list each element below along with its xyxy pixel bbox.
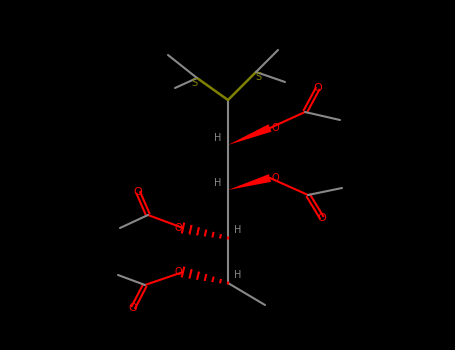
Text: O: O bbox=[271, 123, 279, 133]
Polygon shape bbox=[228, 174, 271, 190]
Text: H: H bbox=[214, 133, 222, 143]
Text: O: O bbox=[129, 303, 137, 313]
Text: O: O bbox=[313, 83, 323, 93]
Text: O: O bbox=[134, 187, 142, 197]
Text: O: O bbox=[318, 213, 326, 223]
Text: O: O bbox=[174, 267, 182, 277]
Text: S: S bbox=[255, 72, 261, 82]
Text: H: H bbox=[234, 270, 242, 280]
Text: O: O bbox=[174, 223, 182, 233]
Text: H: H bbox=[214, 178, 222, 188]
Polygon shape bbox=[228, 124, 272, 145]
Text: H: H bbox=[234, 225, 242, 235]
Text: O: O bbox=[271, 173, 279, 183]
Text: S: S bbox=[191, 78, 197, 88]
